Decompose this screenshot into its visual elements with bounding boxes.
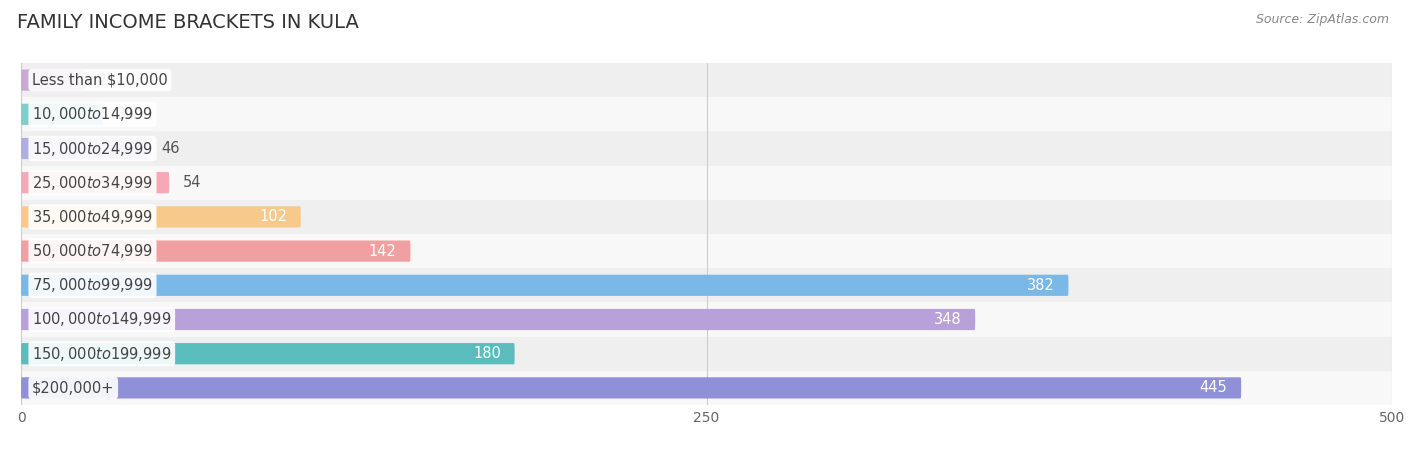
- Bar: [21, 131, 1392, 166]
- FancyBboxPatch shape: [21, 377, 1241, 399]
- Text: 180: 180: [472, 346, 501, 361]
- Text: Source: ZipAtlas.com: Source: ZipAtlas.com: [1256, 14, 1389, 27]
- Text: 142: 142: [368, 243, 396, 259]
- Bar: [21, 268, 1392, 302]
- Text: 102: 102: [259, 209, 287, 225]
- Text: FAMILY INCOME BRACKETS IN KULA: FAMILY INCOME BRACKETS IN KULA: [17, 14, 359, 32]
- Text: Less than $10,000: Less than $10,000: [32, 72, 167, 88]
- Text: 54: 54: [183, 175, 201, 190]
- Bar: [21, 337, 1392, 371]
- Bar: [21, 63, 1392, 97]
- FancyBboxPatch shape: [21, 172, 169, 194]
- Text: $50,000 to $74,999: $50,000 to $74,999: [32, 242, 153, 260]
- Bar: [21, 200, 1392, 234]
- Text: $150,000 to $199,999: $150,000 to $199,999: [32, 345, 172, 363]
- FancyBboxPatch shape: [21, 206, 301, 228]
- FancyBboxPatch shape: [21, 343, 515, 364]
- Bar: [21, 371, 1392, 405]
- Bar: [21, 234, 1392, 268]
- Text: $15,000 to $24,999: $15,000 to $24,999: [32, 140, 153, 158]
- Bar: [21, 97, 1392, 131]
- Text: $10,000 to $14,999: $10,000 to $14,999: [32, 105, 153, 123]
- Text: 46: 46: [160, 141, 180, 156]
- FancyBboxPatch shape: [21, 104, 104, 125]
- Text: $25,000 to $34,999: $25,000 to $34,999: [32, 174, 153, 192]
- FancyBboxPatch shape: [21, 138, 148, 159]
- Text: 348: 348: [934, 312, 962, 327]
- FancyBboxPatch shape: [21, 240, 411, 262]
- Bar: [21, 302, 1392, 337]
- Text: 30: 30: [117, 107, 135, 122]
- Text: $100,000 to $149,999: $100,000 to $149,999: [32, 310, 172, 328]
- Bar: [21, 166, 1392, 200]
- Text: $35,000 to $49,999: $35,000 to $49,999: [32, 208, 153, 226]
- Text: 23: 23: [98, 72, 117, 88]
- FancyBboxPatch shape: [21, 69, 84, 91]
- FancyBboxPatch shape: [21, 309, 976, 330]
- Text: $200,000+: $200,000+: [32, 380, 114, 396]
- FancyBboxPatch shape: [21, 274, 1069, 296]
- Text: 382: 382: [1026, 278, 1054, 293]
- Text: $75,000 to $99,999: $75,000 to $99,999: [32, 276, 153, 294]
- Text: 445: 445: [1199, 380, 1227, 396]
